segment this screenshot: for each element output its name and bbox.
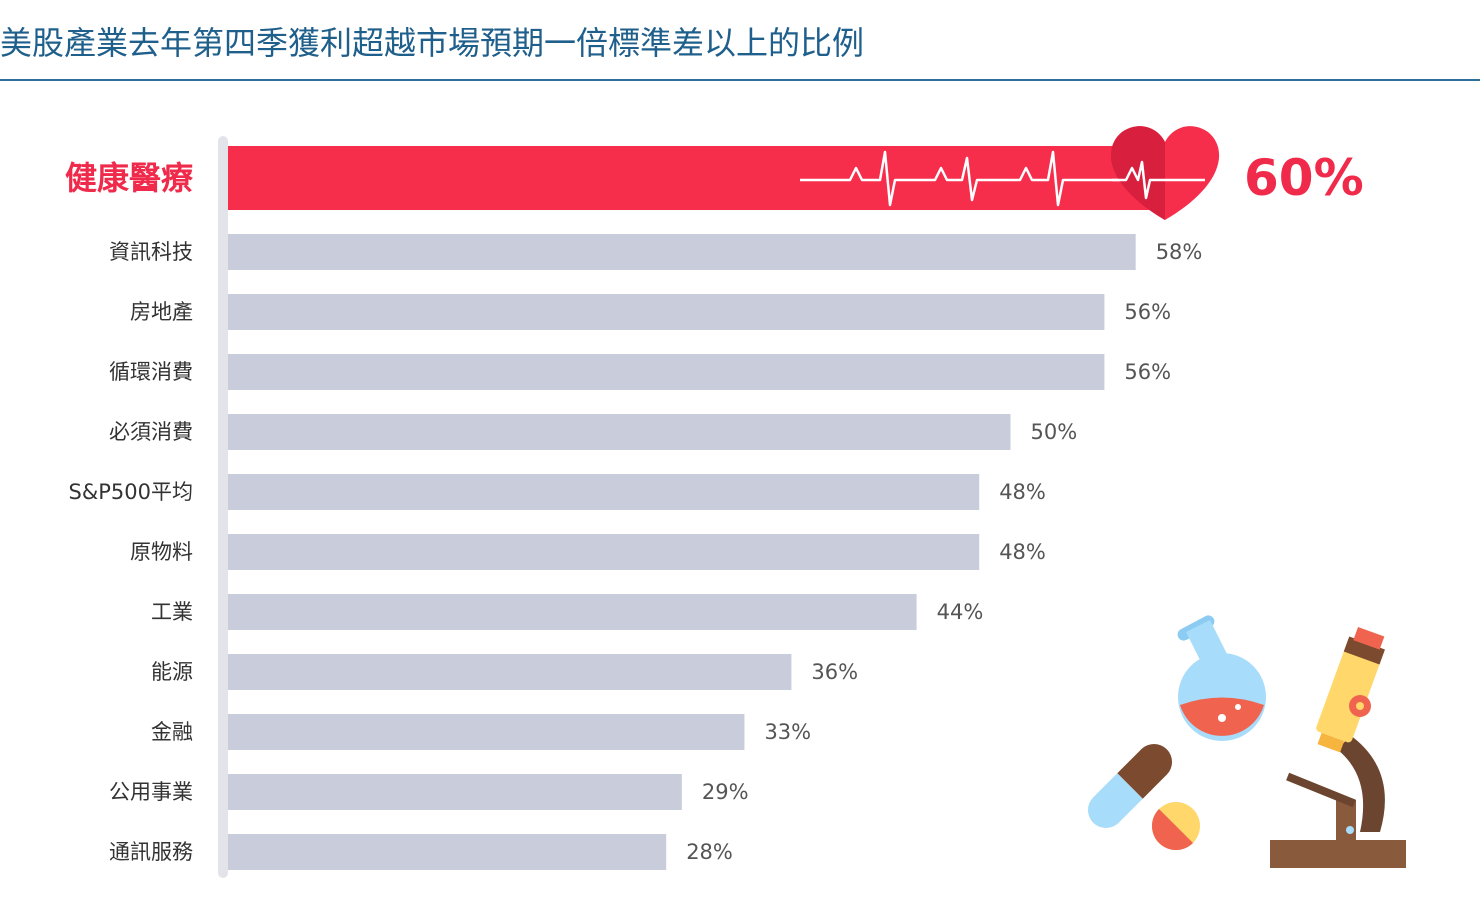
value-label: 56% — [1124, 360, 1171, 384]
value-label: 60% — [1244, 149, 1364, 207]
pill-capsule-icon — [1087, 743, 1173, 829]
value-label: 36% — [811, 660, 858, 684]
heart-icon — [1110, 126, 1220, 220]
category-label: 必須消費 — [109, 420, 193, 444]
category-label: 通訊服務 — [109, 840, 193, 864]
value-label: 29% — [702, 780, 749, 804]
bar-highlight — [228, 146, 1167, 210]
category-label: 原物料 — [130, 540, 193, 564]
bar — [228, 834, 667, 870]
bar — [228, 234, 1136, 270]
bar — [228, 654, 792, 690]
page-title: 美股產業去年第四季獲利超越市場預期一倍標準差以上的比例 — [0, 24, 865, 62]
category-label: 資訊科技 — [109, 240, 193, 264]
category-label: 循環消費 — [109, 360, 193, 384]
value-label: 50% — [1031, 420, 1078, 444]
bar — [228, 414, 1011, 450]
category-label: 工業 — [151, 600, 193, 624]
pill-tablet-icon — [1151, 802, 1200, 851]
title-divider — [0, 79, 1480, 81]
bar — [228, 534, 980, 570]
bar — [228, 594, 917, 630]
microscope-icon — [1270, 626, 1406, 868]
bar — [228, 774, 682, 810]
category-label: 金融 — [151, 720, 193, 744]
bar — [228, 354, 1105, 390]
value-label: 28% — [686, 840, 733, 864]
value-label: 48% — [999, 540, 1046, 564]
bar — [228, 294, 1105, 330]
bar — [228, 474, 980, 510]
bar — [228, 714, 745, 750]
category-label: S&P500平均 — [69, 480, 193, 504]
flask-icon — [1177, 615, 1266, 741]
category-label: 公用事業 — [109, 780, 193, 804]
category-label: 健康醫療 — [65, 159, 194, 197]
bars-group — [228, 146, 1167, 870]
category-label: 房地產 — [130, 300, 193, 324]
value-label: 56% — [1124, 300, 1171, 324]
labels-group: 健康醫療 60% 資訊科技 58% 房地產 56% 循環消費 56% 必須消費 50% S&P500… — [65, 149, 1364, 864]
value-label: 48% — [999, 480, 1046, 504]
value-label: 33% — [764, 720, 811, 744]
value-label: 44% — [937, 600, 984, 624]
value-label: 58% — [1156, 240, 1203, 264]
y-axis-line — [218, 136, 228, 878]
category-label: 能源 — [151, 660, 193, 684]
